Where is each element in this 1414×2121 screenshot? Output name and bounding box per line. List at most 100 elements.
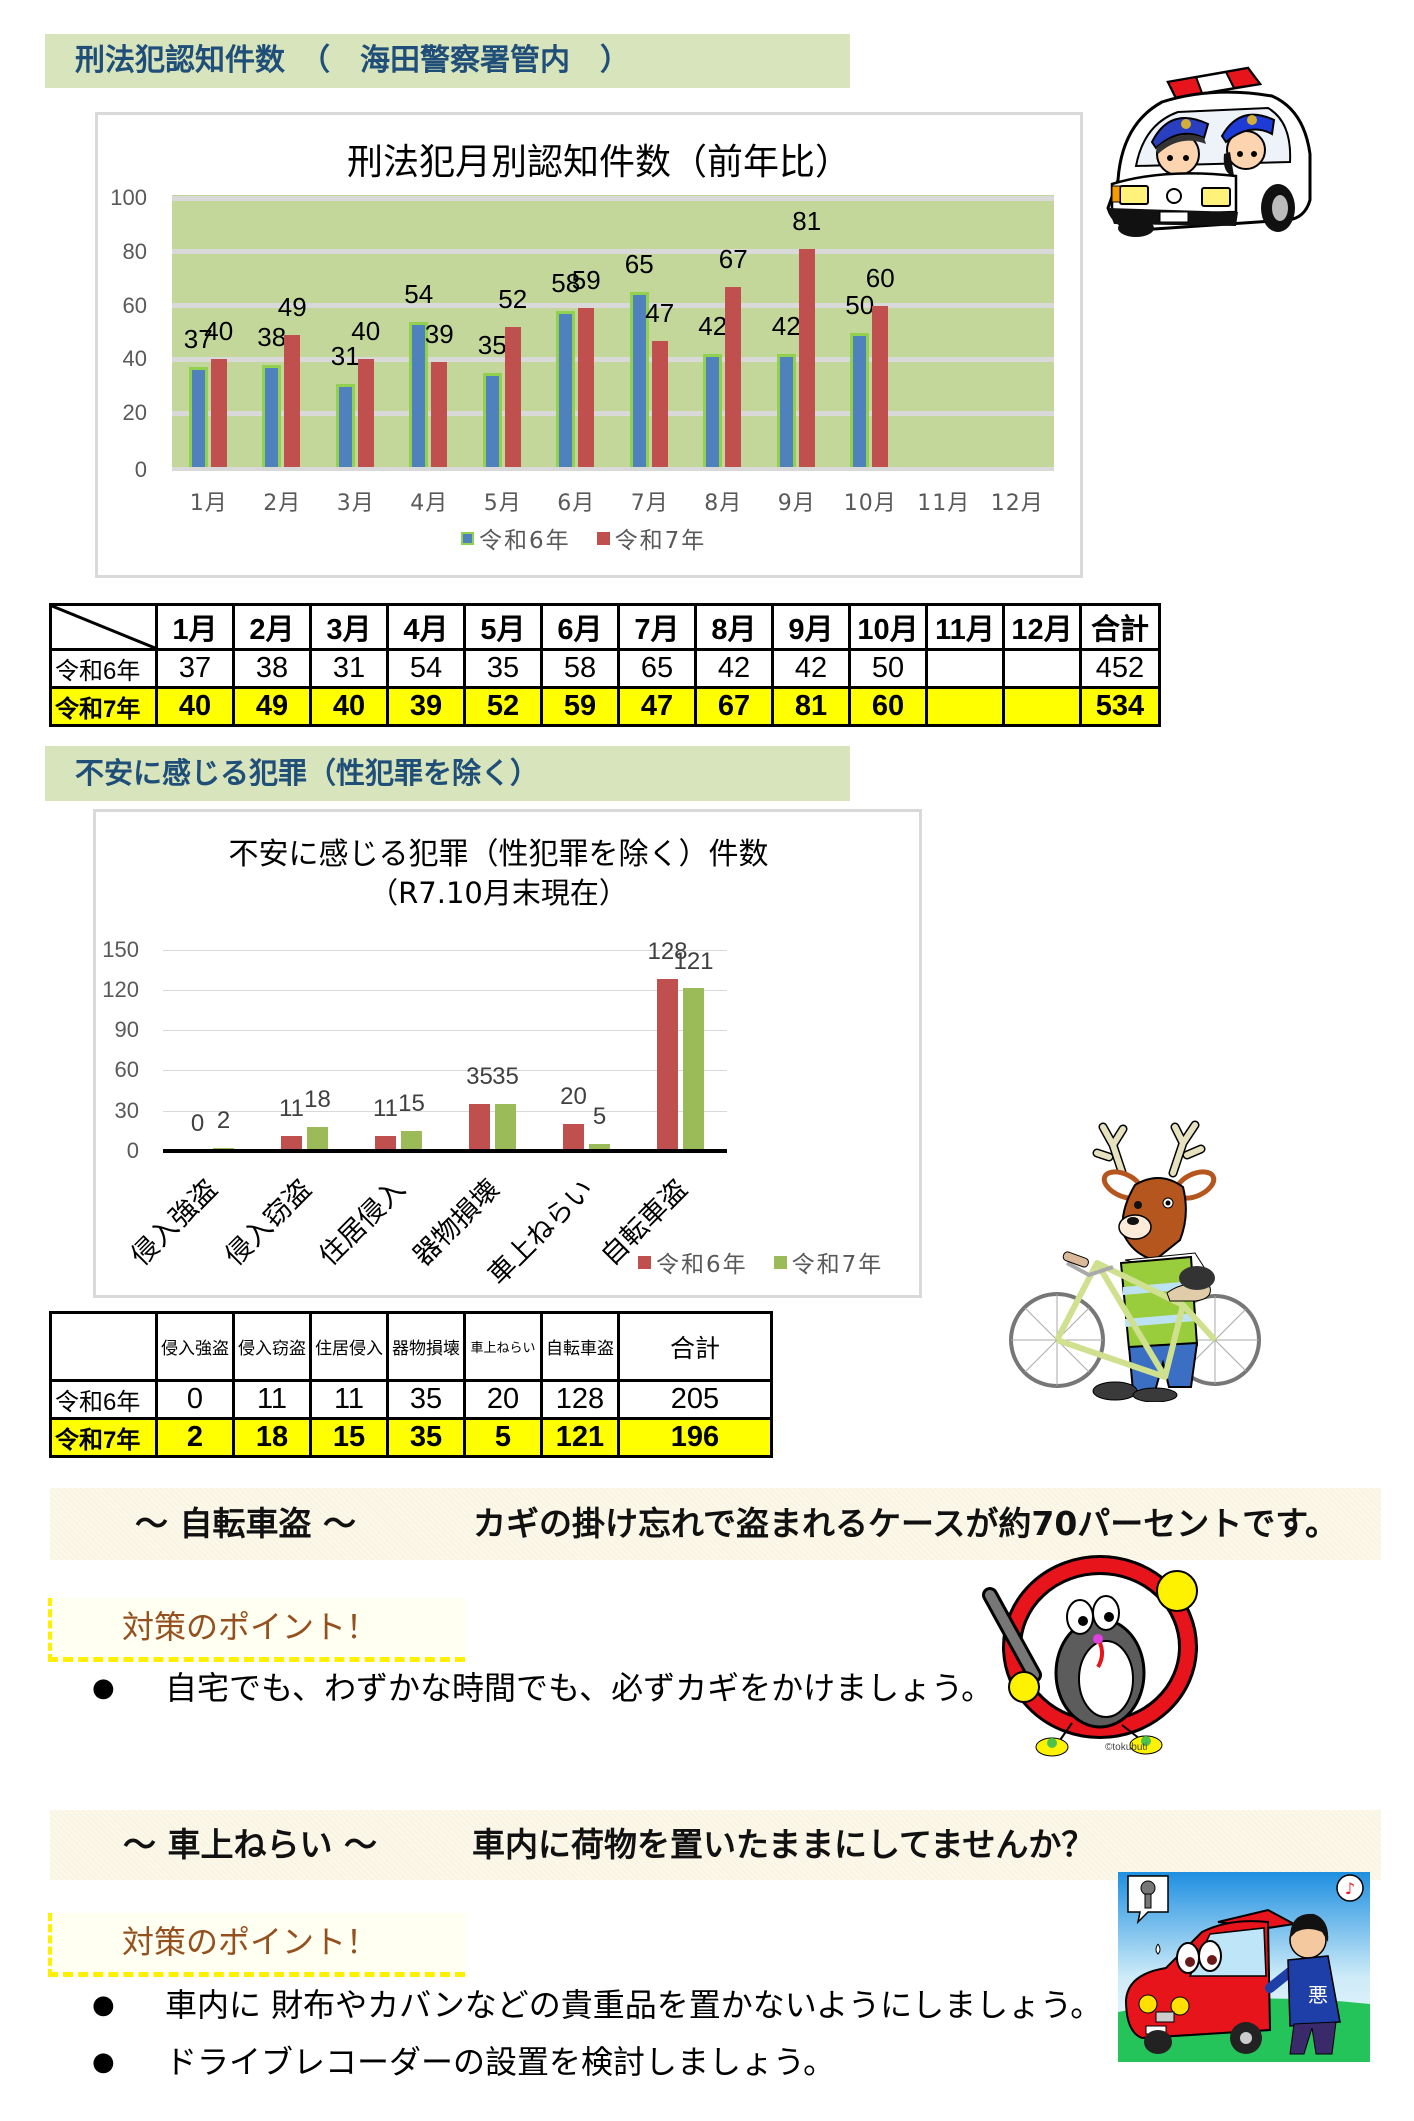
bar-reiwa6 [281,1136,302,1151]
gridline [172,249,1054,255]
bar-reiwa7 [307,1126,328,1151]
bar-reiwa7 [431,362,448,467]
bar-reiwa6 [657,979,678,1151]
x-axis-category-label: 4月 [410,491,449,516]
tip-bullet-text: 自宅でも、わずかな時間でも、必ずカギをかけましょう。 [165,1669,994,1707]
bar-reiwa6 [629,292,649,467]
table-cell: 121 [540,1417,620,1458]
data-label: 65 [624,249,654,280]
gridline [172,303,1054,309]
data-label: 58 [551,267,581,298]
anxiety-crimes-table: 侵入強盗 侵入窃盗 住居侵入 器物損壊 車上ねらい 自転車盗 合計 令和6年 0… [49,1311,773,1458]
table-row-highlighted: 令和7年 2 18 15 35 5 121 196 [49,1417,773,1458]
table-row: 令和6年 0 11 11 35 20 128 205 [49,1379,773,1420]
diagonal-line-icon [52,606,155,648]
row-label: 令和7年 [49,686,158,727]
data-label: 40 [351,316,381,347]
table-cell: 18 [232,1417,312,1458]
data-label: 50 [845,289,875,320]
countermeasure-heading-box: 対策のポイント！ [48,1598,465,1662]
column-header: 住居侵入 [309,1311,389,1382]
table-cell: 31 [309,648,389,689]
table-cell-total: 452 [1079,648,1161,689]
x-axis-category-label: 9月 [777,491,816,516]
table-cell: 60 [848,686,928,727]
bar-reiwa7 [725,286,742,467]
chart1-legend: 令和6年 令和7年 [461,524,706,554]
row-label: 令和7年 [49,1417,158,1458]
section-header-anxiety-crimes: 不安に感じる犯罪（性犯罪を除く） [45,746,850,801]
column-header-total: 合計 [617,1311,773,1382]
bullet-icon: ● [92,1990,115,2020]
table-cell: 15 [309,1417,389,1458]
legend-label-r7: 令和7年 [791,1252,884,1278]
data-label: 49 [277,292,307,323]
chart2-legend: 令和6年 令和7年 [638,1248,884,1278]
data-label: 42 [771,311,801,342]
bar-reiwa7 [872,305,889,467]
gridline [163,1030,727,1032]
column-header: 8月 [694,603,774,651]
column-header: 自転車盗 [540,1311,620,1382]
column-header: 侵入窃盗 [232,1311,312,1382]
column-header: 12月 [1002,603,1082,651]
table-cell-total: 196 [617,1417,773,1458]
bar-reiwa6 [469,1103,490,1151]
table-cell: 54 [386,648,466,689]
key-thought-bubble-icon [1127,1875,1169,1925]
tip-bullet-text: 車内に 財布やカバンなどの貴重品を置かないようにしましょう。 [165,1986,1103,2024]
data-label: 5 [592,1103,607,1131]
table-cell: 81 [771,686,851,727]
column-header-total: 合計 [1079,603,1161,651]
chart1-plot-area: 0 20 40 60 80 100 37 38 31 54 35 58 65 42 42 50 40 49 40 39… [110,185,1054,516]
banner-message: カギの掛け忘れで盗まれるケースが約70パーセントです。 [473,1504,1338,1543]
data-label: 52 [498,284,528,315]
bar-reiwa7 [495,1103,516,1151]
countermeasure-heading: 対策のポイント！ [122,1608,379,1646]
table-cell: 39 [386,686,466,727]
column-header: 5月 [463,603,543,651]
table-cell: 59 [540,686,620,727]
x-axis-category-label: 3月 [336,491,375,516]
table-cell: 35 [463,648,543,689]
data-label: 35 [492,1062,519,1090]
gridline [172,467,1054,471]
table-cell: 40 [155,686,235,727]
tip-bullet-text: ドライブレコーダーの設置を検討しましょう。 [165,2043,836,2081]
bar-reiwa7 [210,359,227,467]
x-axis-category-label: 6月 [557,491,596,516]
bar-reiwa7 [401,1130,422,1151]
data-label: 11 [373,1095,398,1123]
table-cell: 128 [540,1379,620,1420]
chart-subtitle: （R7.10月末現在） [369,876,628,910]
table-cell [1002,686,1082,727]
data-label: 81 [792,206,822,237]
bar-reiwa6 [335,383,355,467]
section-header-penal-offenses: 刑法犯認知件数 （ 海田警察署管内 ） [45,34,850,88]
banner-topic: ～ 車上ねらい ～ [123,1825,377,1864]
table-cell: 20 [463,1379,543,1420]
data-label: 67 [718,243,748,274]
column-header: 2月 [232,603,312,651]
bar-reiwa7 [504,327,521,467]
bar-reiwa6 [776,354,796,467]
data-label: 39 [424,319,454,350]
gridline [163,949,727,951]
deer-mascot-with-bicycle-illustration [1009,1120,1261,1402]
bar-reiwa7 [798,249,815,467]
column-header: 10月 [848,603,928,651]
countermeasure-heading: 対策のポイント！ [122,1923,379,1961]
bar-reiwa6 [850,332,870,467]
table-cell: 42 [771,648,851,689]
illustration-credit: ©tokubuti [1105,1742,1148,1753]
y-axis-tick-label: 0 [126,1138,139,1163]
anxiety-crimes-chart: 不安に感じる犯罪（性犯罪を除く）件数 （R7.10月末現在） [93,809,922,1298]
row-label: 令和6年 [49,1379,158,1420]
music-note-icon: ♪ [1345,1879,1355,1898]
bar-reiwa7 [589,1144,610,1151]
table-header-row: 1月 2月 3月 4月 5月 6月 7月 8月 9月 10月 11月 12月 合… [49,603,1161,651]
y-axis-tick-label: 20 [122,400,147,426]
table-cell: 38 [232,648,312,689]
banner-message: 車内に荷物を置いたままにしてませんか？ [472,1825,1095,1864]
data-label: 60 [865,262,895,293]
